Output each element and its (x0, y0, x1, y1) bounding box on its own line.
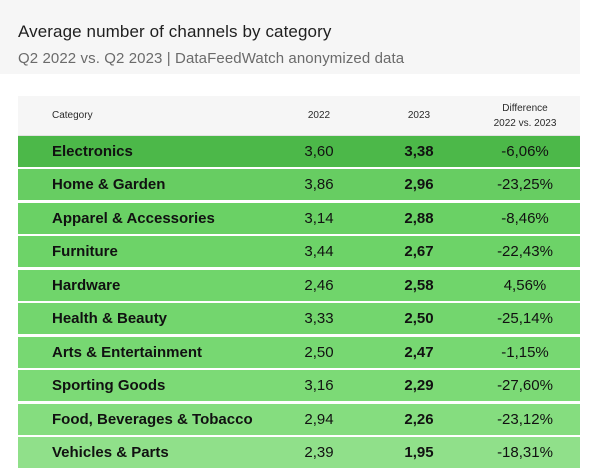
row-value-2022: 2,39 (304, 443, 334, 461)
row-value-2022: 2,46 (304, 276, 334, 294)
row-category: Food, Beverages & Tobacco (52, 410, 253, 428)
header-difference-line1: Difference (502, 102, 548, 114)
table-header: Category 2022 2023 Difference 2022 vs. 2… (18, 96, 580, 136)
chart-header: Average number of channels by category Q… (0, 0, 580, 74)
row-value-2023: 3,38 (404, 143, 434, 160)
row-difference: -23,25% (497, 176, 553, 194)
row-category: Sporting Goods (52, 377, 166, 395)
row-value-2022: 3,14 (304, 209, 334, 227)
table-row: Hardware 2,46 2,58 4,56% (18, 269, 580, 301)
row-value-2022: 3,16 (304, 377, 334, 395)
row-value-2023: 2,96 (404, 176, 434, 194)
row-difference: -8,46% (501, 209, 549, 227)
row-value-2022: 3,60 (304, 143, 334, 160)
row-difference: -18,31% (497, 443, 553, 461)
row-value-2022: 2,50 (304, 343, 334, 361)
row-difference: -25,14% (497, 310, 553, 328)
table-row: Food, Beverages & Tobacco 2,94 2,26 -23,12% (18, 403, 580, 435)
row-value-2023: 2,26 (404, 410, 434, 428)
table-row: Electronics 3,60 3,38 -6,06% (18, 136, 580, 167)
row-value-2023: 2,58 (404, 276, 434, 294)
row-value-2022: 3,44 (304, 243, 334, 261)
table-body: Electronics 3,60 3,38 -6,06% Home & Garden 3,… (18, 136, 580, 468)
header-difference: Difference 2022 vs. 2023 (470, 101, 580, 131)
table-row: Furniture 3,44 2,67 -22,43% (18, 236, 580, 268)
header-category: Category (52, 110, 93, 121)
row-value-2022: 3,86 (304, 176, 334, 194)
table-row: Apparel & Accessories 3,14 2,88 -8,46% (18, 202, 580, 234)
row-difference: -27,60% (497, 377, 553, 395)
header-2022: 2022 (307, 110, 331, 121)
row-category: Apparel & Accessories (52, 209, 215, 227)
row-value-2023: 2,67 (404, 243, 434, 261)
row-category: Home & Garden (52, 176, 166, 194)
row-value-2023: 2,47 (404, 343, 434, 361)
row-difference: 4,56% (503, 276, 547, 294)
row-value-2023: 2,50 (404, 310, 434, 328)
row-value-2023: 2,29 (404, 377, 434, 395)
row-category: Vehicles & Parts (52, 443, 169, 461)
chart-title: Average number of channels by category (18, 22, 332, 41)
row-value-2023: 2,88 (404, 209, 434, 227)
row-value-2023: 1,95 (404, 443, 434, 461)
row-category: Hardware (52, 276, 121, 294)
row-difference: -6,06% (501, 143, 549, 160)
table-row: Vehicles & Parts 2,39 1,95 -18,31% (18, 436, 580, 468)
table-row: Sporting Goods 3,16 2,29 -27,60% (18, 370, 580, 402)
row-difference: -1,15% (501, 343, 549, 361)
row-category: Arts & Entertainment (52, 343, 203, 361)
table-row: Home & Garden 3,86 2,96 -23,25% (18, 169, 580, 201)
chart-subtitle: Q2 2022 vs. Q2 2023 | DataFeedWatch anon… (18, 50, 405, 67)
row-value-2022: 2,94 (304, 410, 334, 428)
row-value-2022: 3,33 (304, 310, 334, 328)
data-table: Category 2022 2023 Difference 2022 vs. 2… (18, 96, 580, 468)
row-category: Electronics (52, 143, 133, 160)
header-difference-line2: 2022 vs. 2023 (493, 117, 557, 129)
row-difference: -22,43% (497, 243, 553, 261)
header-2023: 2023 (407, 110, 431, 121)
table-row: Arts & Entertainment 2,50 2,47 -1,15% (18, 336, 580, 368)
table-row: Health & Beauty 3,33 2,50 -25,14% (18, 303, 580, 335)
row-difference: -23,12% (497, 410, 553, 428)
row-category: Furniture (52, 243, 118, 261)
row-category: Health & Beauty (52, 310, 168, 328)
